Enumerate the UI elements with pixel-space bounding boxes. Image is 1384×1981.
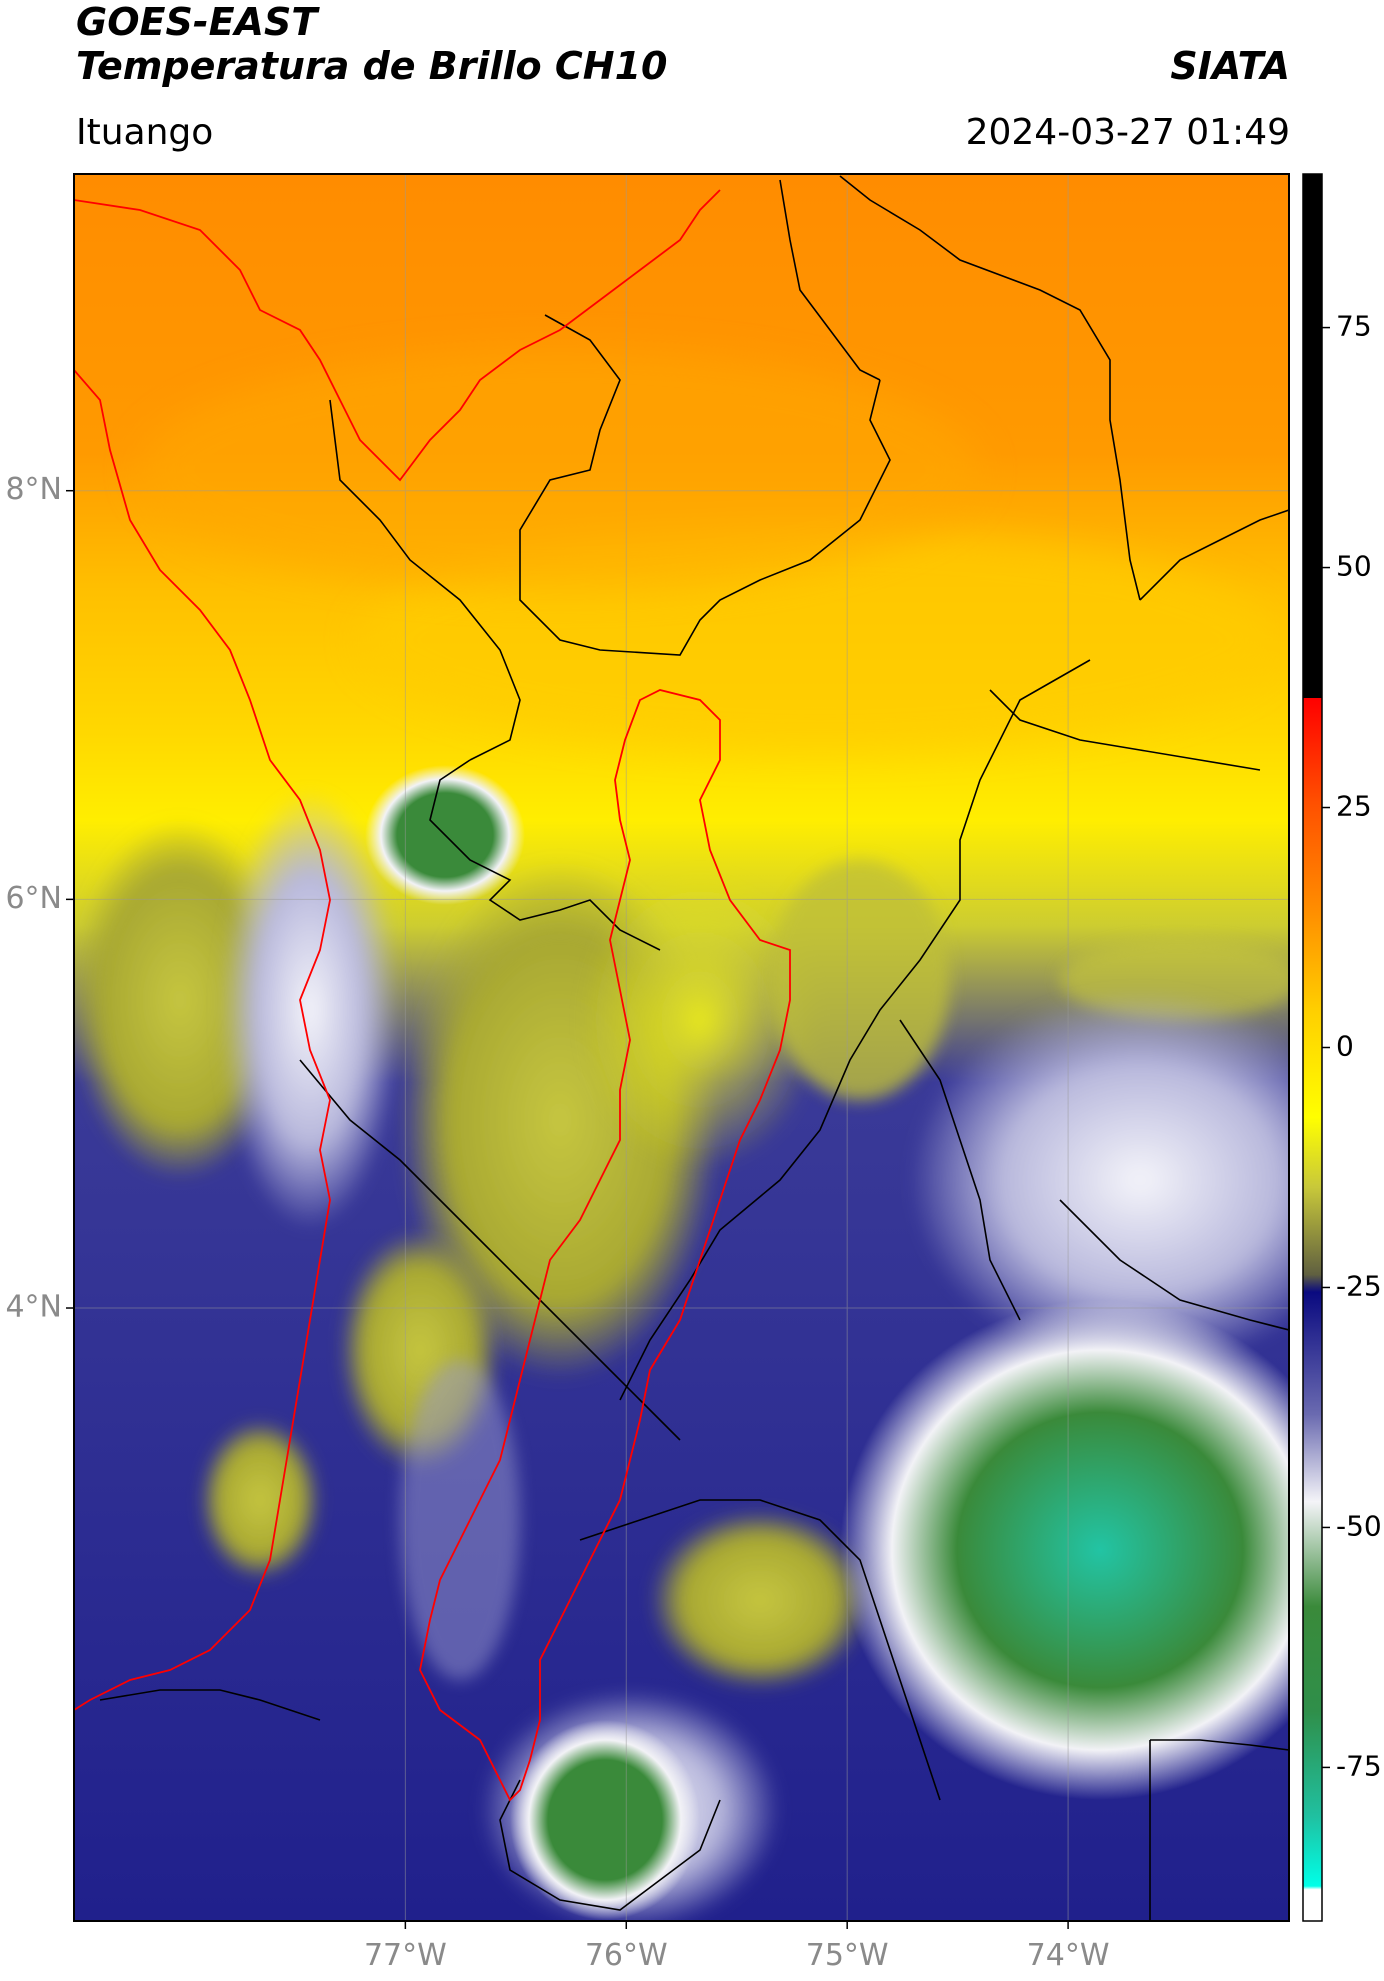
boundary-11 [499, 1779, 721, 1911]
lon-label-76: 76°W [585, 1938, 668, 1973]
boundary-6 [299, 1059, 521, 1281]
highlighted-boundaries [74, 189, 791, 1802]
colorbar-tick-label: 25 [1336, 790, 1372, 823]
highlighted-region-outline [419, 689, 791, 1802]
title-satellite: GOES-EAST [76, 0, 318, 44]
lat-label-6: 6°N [5, 881, 62, 916]
satellite-image [74, 174, 1289, 1921]
cold-top-south [510, 1720, 700, 1920]
latitude-axis: 8°N 6°N 4°N [5, 472, 74, 1325]
colorbar-tick-label: -50 [1336, 1509, 1382, 1542]
boundary-3 [329, 399, 521, 761]
colorbar-tick-label: 0 [1336, 1030, 1354, 1063]
boundary-2 [519, 314, 891, 656]
boundary-10 [579, 1499, 941, 1801]
lon-label-74: 74°W [1027, 1938, 1110, 1973]
boundary-16 [1139, 509, 1289, 601]
lon-label-77: 77°W [364, 1938, 447, 1973]
map-frame [73, 173, 1290, 1922]
brand-label: SIATA [1170, 44, 1290, 88]
olive-cloud-5 [200, 1420, 320, 1580]
boundary-9 [1059, 1199, 1289, 1331]
olive-cloud-4 [650, 1510, 870, 1690]
colorbar-tick-label: 50 [1336, 550, 1372, 583]
yellow-cloud-1 [580, 870, 820, 1170]
gridlines [74, 174, 1289, 1921]
olive-cloud-6 [770, 860, 950, 1100]
longitude-axis: 77°W 76°W 75°W 74°W [364, 1921, 1110, 1973]
boundary-17 [779, 179, 881, 381]
cold-top-east [840, 1300, 1289, 1800]
boundary-7 [519, 1279, 681, 1441]
colorbar-gradient [1302, 173, 1323, 1922]
colorbar-tick-label: 75 [1336, 310, 1372, 343]
colorbar-tick-label: -25 [1336, 1269, 1382, 1302]
lon-label-75: 75°W [806, 1938, 889, 1973]
department-boundaries [99, 175, 1289, 1921]
boundary-4 [429, 759, 661, 951]
lavender-cloud [400, 1360, 520, 1680]
coastline-pacific [74, 369, 331, 1711]
coastline-north [74, 189, 721, 482]
boundary-5 [619, 659, 1091, 1401]
title-product: Temperatura de Brillo CH10 [76, 44, 668, 88]
white-cloud-west [220, 790, 400, 1230]
boundary-14 [99, 1689, 321, 1721]
boundary-15 [989, 689, 1261, 771]
colorbar-tick-label: -75 [1336, 1749, 1382, 1782]
lat-label-8: 8°N [5, 472, 62, 507]
lat-label-4: 4°N [5, 1290, 62, 1325]
colorbar: 75 50 25 0 -25 -50 -75 [1302, 173, 1382, 1922]
boundary-8 [899, 1019, 1021, 1321]
orange-band [140, 350, 980, 590]
boundary-1 [839, 175, 1141, 601]
timestamp-label: 2024-03-27 01:49 [965, 112, 1290, 153]
white-cloud-east [910, 990, 1289, 1370]
boundary-12 [1150, 1739, 1289, 1751]
region-label: Ituango [76, 112, 214, 153]
